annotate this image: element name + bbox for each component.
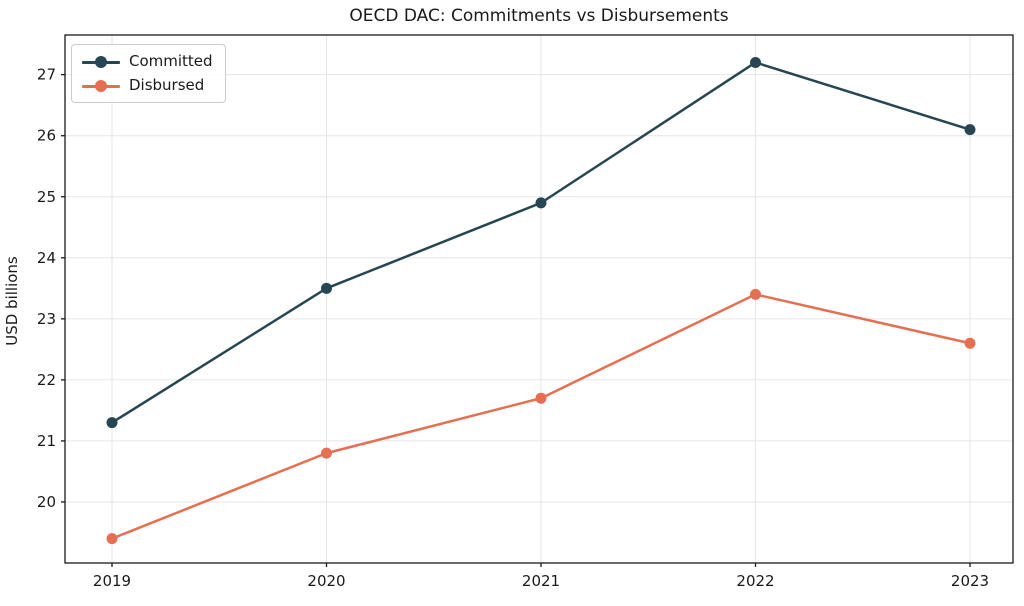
legend-line-marker-icon xyxy=(82,79,120,92)
legend-label: Disbursed xyxy=(129,76,205,94)
y-tick-label: 21 xyxy=(37,432,56,450)
y-tick-label: 25 xyxy=(37,188,56,206)
x-tick-label: 2019 xyxy=(93,572,131,590)
y-tick-label: 24 xyxy=(37,249,56,267)
x-tick-label: 2022 xyxy=(736,572,774,590)
legend: Committed Disbursed xyxy=(71,44,226,103)
data-point-committed xyxy=(750,56,761,68)
y-tick-label: 22 xyxy=(37,371,56,389)
axes xyxy=(61,34,1014,567)
axes-frame xyxy=(64,34,1014,564)
legend-item-committed: Committed xyxy=(82,54,213,69)
y-tick-label: 27 xyxy=(37,66,56,84)
y-tick-label: 26 xyxy=(37,127,56,145)
legend-item-disbursed: Disbursed xyxy=(82,78,213,93)
y-axis-label: USD billions xyxy=(3,256,21,346)
data-point-committed xyxy=(106,417,118,429)
data-point-disbursed xyxy=(106,533,118,545)
data-point-disbursed xyxy=(321,447,332,459)
x-tick-label: 2020 xyxy=(307,572,345,590)
data-point-committed xyxy=(535,197,547,209)
legend-label: Committed xyxy=(129,52,213,70)
data-point-committed xyxy=(321,282,332,294)
data-point-disbursed xyxy=(535,392,547,404)
y-tick-label: 20 xyxy=(37,493,56,511)
chart-title: OECD DAC: Commitments vs Disbursements xyxy=(349,6,729,26)
data-point-disbursed xyxy=(964,337,976,349)
legend-line-marker-icon xyxy=(82,55,120,68)
grid-lines xyxy=(65,35,1013,563)
data-series xyxy=(106,56,976,545)
data-point-committed xyxy=(964,124,976,136)
y-tick-label: 23 xyxy=(37,310,56,328)
x-tick-label: 2023 xyxy=(951,572,989,590)
data-point-disbursed xyxy=(750,288,761,300)
x-tick-label: 2021 xyxy=(522,572,560,590)
